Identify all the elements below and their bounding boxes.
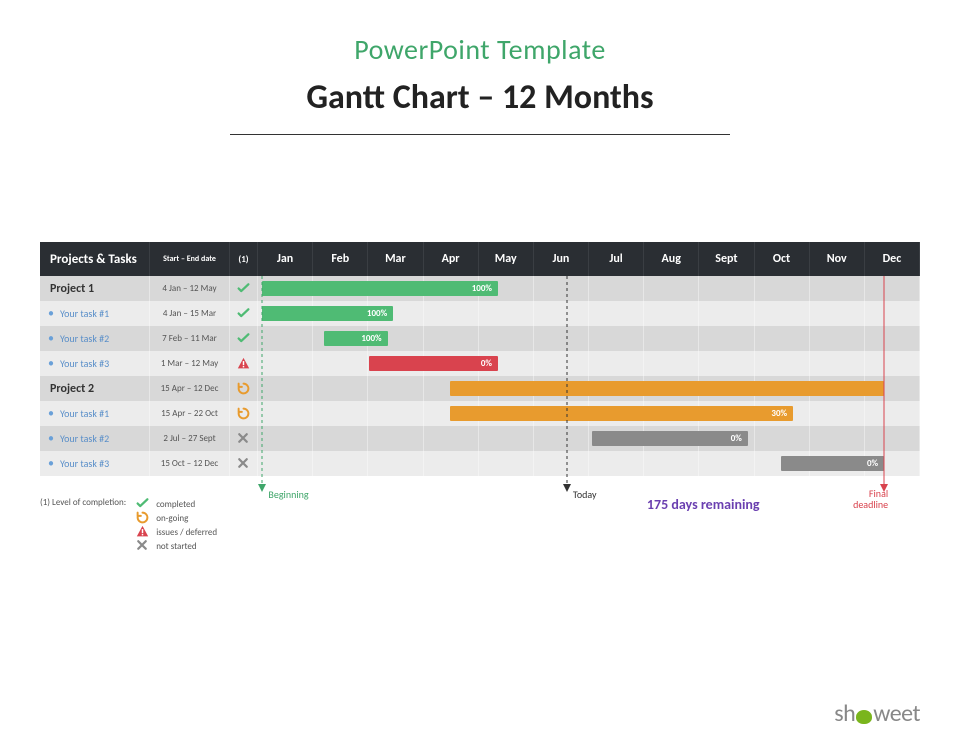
gantt-row: Your task #2 7 Feb – 11 Mar 100%	[40, 326, 920, 351]
cross-icon	[136, 539, 150, 553]
gantt-row: Your task #3 1 Mar – 12 May 0%	[40, 351, 920, 376]
bar-track: 0%	[258, 426, 920, 451]
gantt-row: Project 1 4 Jan – 12 May 100%	[40, 276, 920, 301]
task-name: Your task #1	[40, 301, 150, 326]
marker-label-beginning: Beginning	[268, 488, 308, 506]
refresh-icon	[136, 511, 150, 525]
gantt-row: Your task #3 15 Oct – 12 Dec 0%	[40, 451, 920, 476]
legend-item: completed	[136, 497, 217, 511]
marker-label-today: Today	[573, 488, 597, 506]
row-dates: 4 Jan – 15 Mar	[150, 301, 230, 326]
gantt-row: Your task #2 2 Jul – 27 Sept 0%	[40, 426, 920, 451]
gantt-bar: 0%	[592, 431, 748, 446]
col-month-0: Jan	[258, 242, 313, 276]
bar-track: 100%	[258, 276, 920, 301]
gantt-bar: 100%	[324, 331, 387, 346]
bar-track: 30%	[258, 401, 920, 426]
legend-label: on-going	[156, 513, 188, 524]
legend: (1) Level of completion: completed on-goi…	[40, 497, 217, 553]
bar-track: 0%	[258, 451, 920, 476]
bar-track	[258, 376, 920, 401]
task-name: Your task #2	[40, 326, 150, 351]
days-remaining: 175 days remaining	[647, 496, 760, 513]
row-status-icon	[230, 376, 258, 401]
row-status-icon	[230, 351, 258, 376]
row-status-icon	[230, 401, 258, 426]
overtitle: PowerPoint Template	[0, 32, 960, 67]
project-name: Project 2	[40, 376, 150, 401]
row-status-icon	[230, 451, 258, 476]
project-name: Project 1	[40, 276, 150, 301]
col-month-10: Nov	[810, 242, 865, 276]
task-name: Your task #2	[40, 426, 150, 451]
gantt-row: Project 2 15 Apr – 12 Dec	[40, 376, 920, 401]
task-name: Your task #3	[40, 351, 150, 376]
gantt-row: Your task #1 4 Jan – 15 Mar 100%	[40, 301, 920, 326]
col-month-11: Dec	[865, 242, 920, 276]
gantt-bar	[450, 381, 884, 396]
bar-track: 0%	[258, 351, 920, 376]
legend-label: issues / deferred	[156, 527, 217, 538]
task-name: Your task #1	[40, 401, 150, 426]
row-status-icon	[230, 276, 258, 301]
row-dates: 4 Jan – 12 May	[150, 276, 230, 301]
gantt-body: Project 1 4 Jan – 12 May 100% Your task …	[40, 276, 920, 476]
legend-label: completed	[156, 499, 195, 510]
gantt-bar: 100%	[262, 281, 498, 296]
row-status-icon	[230, 301, 258, 326]
col-dates: Start – End date	[150, 242, 230, 276]
gantt-bar: 30%	[450, 406, 793, 421]
task-name: Your task #3	[40, 451, 150, 476]
legend-label: not started	[156, 541, 196, 552]
col-month-9: Oct	[755, 242, 810, 276]
bar-track: 100%	[258, 301, 920, 326]
brand-post: weet	[873, 699, 920, 728]
row-dates: 15 Oct – 12 Dec	[150, 451, 230, 476]
bar-track: 100%	[258, 326, 920, 351]
col-month-1: Feb	[313, 242, 368, 276]
row-dates: 15 Apr – 12 Dec	[150, 376, 230, 401]
check-icon	[136, 497, 150, 511]
gantt-header: Projects & Tasks Start – End date (1)Jan…	[40, 242, 920, 276]
gantt-row: Your task #1 15 Apr – 22 Oct 30%	[40, 401, 920, 426]
legend-item: on-going	[136, 511, 217, 525]
legend-item: issues / deferred	[136, 525, 217, 539]
row-status-icon	[230, 326, 258, 351]
row-dates: 2 Jul – 27 Sept	[150, 426, 230, 451]
row-status-icon	[230, 426, 258, 451]
col-month-4: May	[479, 242, 534, 276]
row-dates: 15 Apr – 22 Oct	[150, 401, 230, 426]
col-projects: Projects & Tasks	[40, 242, 150, 276]
col-month-7: Aug	[644, 242, 699, 276]
gantt-chart: Projects & Tasks Start – End date (1)Jan…	[40, 242, 920, 476]
legend-item: not started	[136, 539, 217, 553]
col-month-8: Sept	[699, 242, 754, 276]
gantt-bar: 0%	[369, 356, 498, 371]
col-month-2: Mar	[368, 242, 423, 276]
marker-label-final: Final deadline	[838, 488, 888, 506]
legend-title: (1) Level of completion:	[40, 497, 126, 508]
row-dates: 1 Mar – 12 May	[150, 351, 230, 376]
alert-icon	[136, 525, 150, 539]
gantt-bar: 100%	[262, 306, 393, 321]
title-rule	[230, 134, 730, 135]
col-month-3: Apr	[424, 242, 479, 276]
brand-logo: sh weet	[834, 699, 920, 728]
brand-pre: sh	[834, 699, 855, 728]
col-status: (1)	[230, 242, 258, 276]
brand-dot-icon	[856, 710, 872, 724]
col-month-6: Jul	[589, 242, 644, 276]
gantt-bar: 0%	[781, 456, 884, 471]
page-title: Gantt Chart – 12 Months	[0, 77, 960, 118]
row-dates: 7 Feb – 11 Mar	[150, 326, 230, 351]
col-month-5: Jun	[534, 242, 589, 276]
